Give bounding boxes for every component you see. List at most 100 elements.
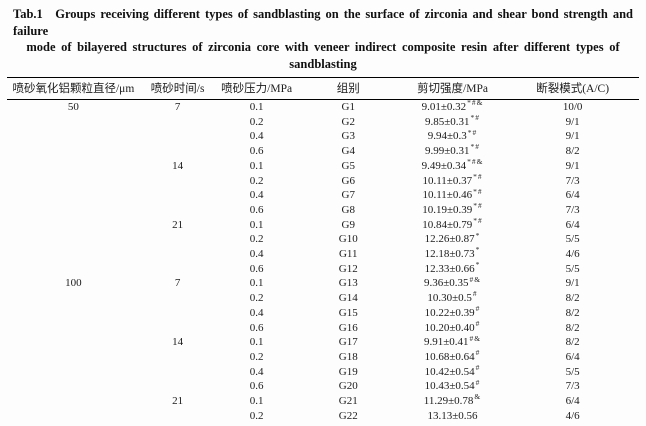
shear-strength-value: 9.85±0.31 [425,115,470,128]
cell-shear-strength: 12.33±0.66* [399,262,506,277]
cell-failure-mode: 5/5 [565,233,580,246]
cell-sandblasting-time: 14 [172,159,184,172]
cell-failure-mode: 4/6 [506,423,639,426]
cell-shear-strength: 10.30±0.5# [399,291,506,306]
cell-shear-strength: 10.22±0.39# [399,306,506,321]
cell-shear-strength: 10.84±0.79*# [399,218,506,233]
cell-sandblasting-pressure: 0.2 [249,233,264,246]
cell-particle-diameter [7,306,140,321]
table-row: 100 7 0.1 G13 9.36±0.35#& 9/1 [7,276,639,291]
cell-group: G20 [338,380,358,393]
cell-failure-mode: 4/6 [565,409,580,422]
cell-failure-mode: 8/2 [565,145,580,158]
significance-superscript: #& [469,276,482,284]
cell-failure-mode: 7/3 [565,174,580,187]
cell-particle-diameter [7,247,140,262]
significance-superscript: # [475,364,481,372]
cell-sandblasting-pressure: 0.6 [249,321,264,334]
cell-failure-mode: 8/2 [565,321,580,334]
cell-sandblasting-time: 7 [174,101,181,113]
cell-failure-mode: 9/1 [565,159,580,172]
shear-strength-value: 9.99±0.31 [425,145,470,158]
sandblasting-results-table: 喷砂氧化铝颗粒直径/μm 喷砂时间/s 喷砂压力/MPa 组别 剪切强度/MPa… [7,77,639,426]
significance-superscript: * [475,247,481,255]
shear-strength-value: 13.08±0.72 [428,424,478,426]
cell-sandblasting-pressure: 0.1 [249,101,264,113]
shear-strength-value: 9.94±0.3 [427,130,467,143]
cell-group: G17 [338,336,358,349]
significance-superscript: *# [473,188,483,196]
cell-failure-mode: 4/6 [565,248,580,261]
cell-shear-strength: 10.20±0.40# [399,321,506,336]
significance-superscript: *# [467,129,478,137]
cell-particle-diameter [7,115,140,130]
cell-particle-diameter [7,129,140,144]
significance-superscript: # [475,349,481,358]
shear-strength-value: 10.11±0.46 [422,189,473,202]
significance-superscript: #& [469,335,482,343]
cell-sandblasting-pressure: 0.4 [249,306,264,319]
cell-failure-mode: 8/2 [565,306,580,319]
cell-group: G7 [341,189,355,202]
cell-failure-mode: 6/4 [565,189,580,202]
cell-failure-mode: 6/4 [565,350,580,363]
table-row: 0.2 G14 10.30±0.5# 8/2 [7,291,639,306]
header-sandblasting-time: 喷砂时间/s [139,77,216,100]
shear-strength-value: 9.91±0.41 [423,336,469,349]
cell-group: G6 [341,174,355,187]
cell-sandblasting-pressure: 0.1 [249,277,264,290]
cell-sandblasting-time: 21 [172,395,184,408]
shear-strength-value: 10.30±0.5 [427,292,472,305]
cell-group: G22 [338,409,358,422]
cell-sandblasting-time [140,247,216,262]
table-row: 0.6 G8 10.19±0.39*# 7/3 [7,203,639,218]
cell-shear-strength: 12.18±0.73* [399,247,506,262]
shear-strength-value: 9.49±0.34 [421,159,467,172]
cell-shear-strength: 13.13±0.56 [399,409,506,424]
cell-group: G16 [338,321,358,334]
cell-failure-mode: 9/1 [565,277,580,290]
table-row: 0.4 G11 12.18±0.73* 4/6 [7,247,639,262]
cell-particle-diameter [7,232,140,247]
cell-sandblasting-pressure: 0.4 [249,365,264,378]
cell-particle-diameter [7,321,140,336]
cell-shear-strength: 9.36±0.35#& [399,276,506,291]
table-row: 14 0.1 G5 9.49±0.34*#& 9/1 [7,159,639,174]
cell-sandblasting-time [140,115,216,130]
cell-shear-strength: 9.85±0.31*# [399,115,506,130]
cell-sandblasting-pressure: 0.4 [216,423,298,426]
cell-sandblasting-time [140,144,216,159]
cell-sandblasting-pressure: 0.4 [249,130,264,143]
cell-group: G23 [298,423,399,426]
cell-sandblasting-pressure: 0.2 [249,292,264,305]
significance-superscript: *# [470,144,481,152]
table-row: 0.6 G20 10.43±0.54# 7/3 [7,379,639,394]
cell-sandblasting-time [140,232,216,247]
header-shear-strength: 剪切强度/MPa [398,77,507,100]
cell-particle-diameter [7,174,140,189]
cell-shear-strength: 9.49±0.34*#& [399,159,506,174]
cell-particle-diameter [7,159,140,174]
cell-sandblasting-pressure: 0.6 [249,262,264,275]
cell-sandblasting-time [140,306,216,321]
cell-sandblasting-time: 7 [174,277,181,290]
significance-superscript: # [475,379,481,387]
table-row: 0.2 G10 12.26±0.87* 5/5 [7,232,639,247]
cell-failure-mode: 7/3 [565,203,580,216]
cell-sandblasting-time [140,129,216,144]
cell-shear-strength: 9.94±0.3*# [399,129,506,144]
cell-group: G21 [338,395,358,408]
shear-strength-value: 9.36±0.35 [423,277,469,290]
cell-failure-mode: 6/4 [565,395,580,408]
cell-particle-diameter [7,409,140,424]
cell-shear-strength: 10.11±0.37*# [399,174,506,189]
shear-strength-value: 10.19±0.39 [422,203,473,216]
shear-strength-value: 10.84±0.79 [422,218,473,231]
cell-particle-diameter [7,350,140,365]
shear-strength-value: 10.11±0.37 [422,174,473,187]
cell-particle-diameter [7,365,140,380]
cell-particle-diameter [7,188,140,203]
header-failure-mode: 断裂模式(A/C) [506,77,639,100]
table-row: 0.4 G7 10.11±0.46*# 6/4 [7,188,639,203]
cell-failure-mode: 8/2 [565,292,580,305]
